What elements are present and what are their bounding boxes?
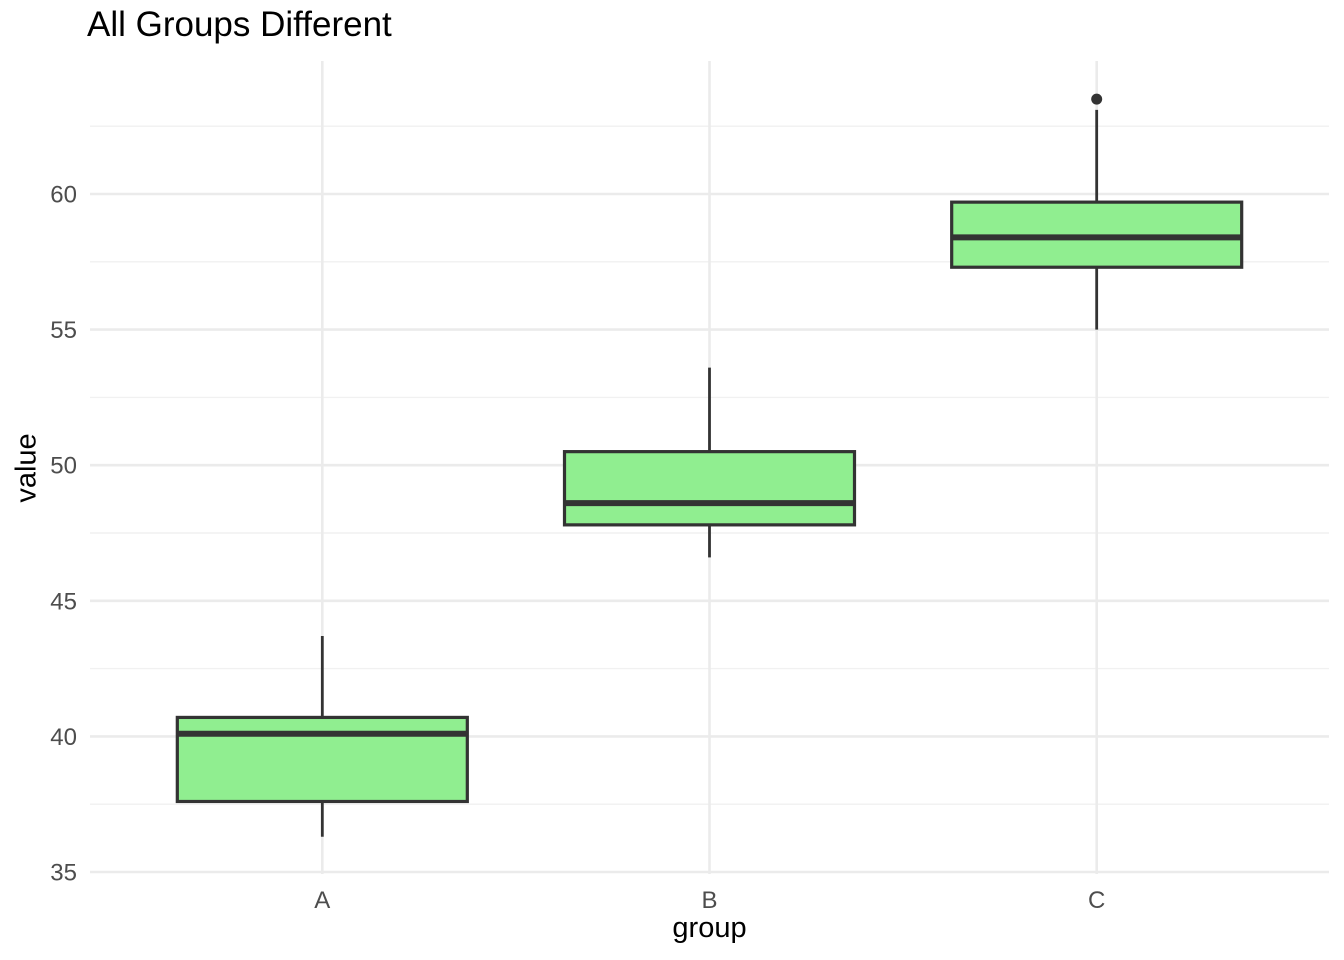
x-tick-label: A [314, 887, 330, 914]
x-axis-title: group [672, 912, 747, 944]
y-tick-label: 55 [50, 317, 77, 344]
y-tick-label: 40 [50, 724, 77, 751]
x-tick-label: B [701, 887, 717, 914]
y-tick-label: 45 [50, 588, 77, 615]
y-tick-label: 60 [50, 182, 77, 209]
y-tick-label: 50 [50, 453, 77, 480]
x-tick-label: C [1088, 887, 1105, 914]
y-tick-label: 35 [50, 860, 77, 887]
outlier-point-c [1091, 93, 1103, 105]
y-axis-title: value [10, 433, 43, 503]
box-b [562, 450, 857, 527]
chart-title: All Groups Different [87, 5, 392, 44]
box-a [175, 715, 469, 804]
